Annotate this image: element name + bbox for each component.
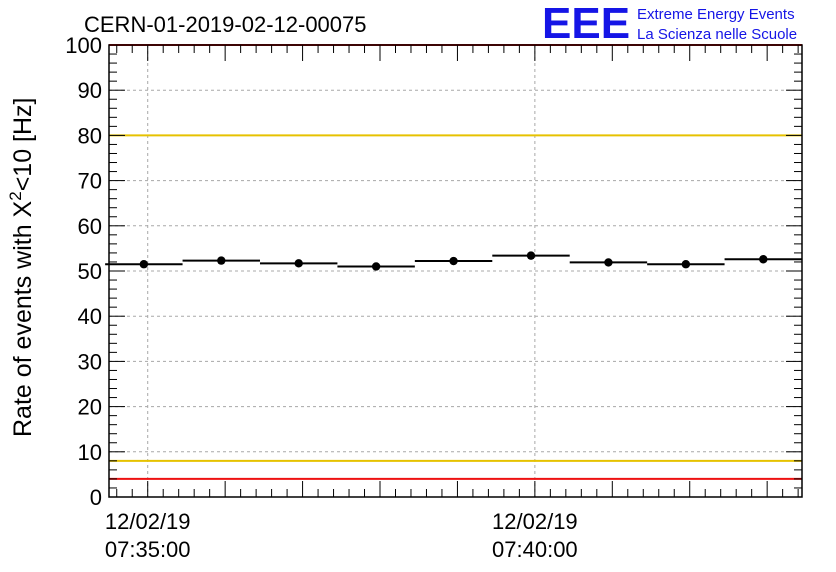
y-tick-label: 60 — [78, 214, 102, 239]
grid — [109, 45, 802, 497]
tick-labels: 0 10 20 30 40 50 60 70 80 90 100 12/02/19 07:35:00 12… — [65, 33, 577, 562]
data-point — [759, 255, 768, 264]
data-point — [217, 256, 226, 265]
y-axis-label-sup: 2 — [6, 191, 25, 200]
x-tick-label-time: 07:35:00 — [105, 537, 191, 562]
logo-line-2: La Scienza nelle Scuole — [637, 26, 797, 43]
x-tick-label-date: 12/02/19 — [492, 509, 578, 534]
y-tick-label: 0 — [90, 485, 102, 510]
y-tick-label: 10 — [78, 440, 102, 465]
data-point — [681, 260, 691, 269]
x-tick-label-time: 07:40:00 — [492, 537, 578, 562]
y-tick-label: 50 — [78, 259, 102, 284]
data-point — [604, 258, 613, 267]
x-tick-label-date: 12/02/19 — [105, 509, 191, 534]
y-tick-label: 20 — [78, 395, 102, 420]
eee-logo: EEE Extreme Energy Events La Scienza nel… — [542, 0, 797, 48]
y-tick-label: 80 — [78, 123, 102, 148]
chart-title: CERN-01-2019-02-12-00075 — [84, 12, 367, 37]
y-tick-label: 30 — [78, 349, 102, 374]
y-tick-label: 40 — [78, 304, 102, 329]
data-point — [139, 260, 149, 269]
data-point — [449, 256, 458, 266]
y-axis-label: Rate of events with Χ2<10 [Hz] — [6, 97, 37, 437]
y-tick-label: 70 — [78, 169, 102, 194]
y-tick-label: 90 — [78, 78, 102, 103]
logo-line-1: Extreme Energy Events — [637, 6, 795, 23]
axis-ticks — [109, 44, 802, 498]
y-axis-label-rest: <10 [Hz] — [9, 97, 37, 191]
data-point — [526, 251, 536, 260]
data-series — [105, 251, 802, 271]
eee-logo-mark: EEE — [542, 0, 630, 48]
y-tick-label: 100 — [65, 33, 102, 58]
data-point — [294, 259, 303, 268]
y-axis-label-main: Rate of events with Χ — [9, 200, 37, 437]
data-point — [371, 262, 381, 271]
